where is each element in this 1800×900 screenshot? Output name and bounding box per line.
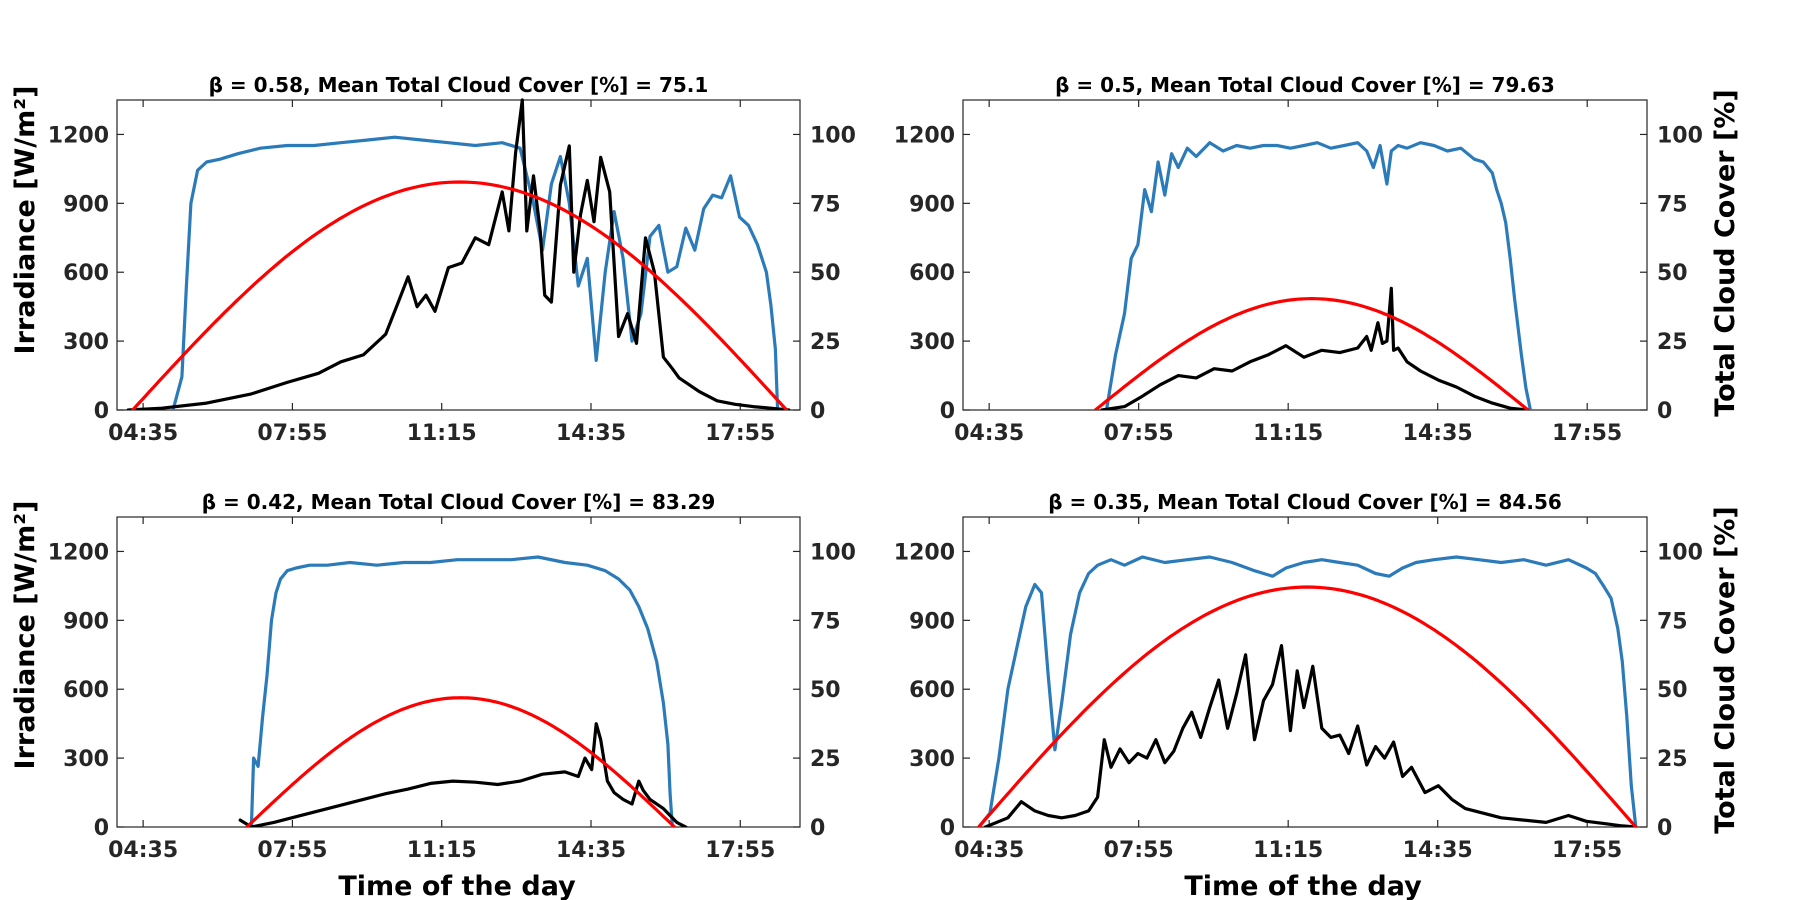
x-tick-label: 17:55 [1552, 421, 1622, 446]
y2-tick-label: 100 [810, 123, 856, 148]
x-tick-label: 17:55 [705, 838, 775, 863]
x-tick-label: 11:15 [407, 838, 477, 863]
y2-tick-label: 25 [810, 747, 841, 772]
y2-tick-label: 50 [1657, 261, 1688, 286]
x-label-left: Time of the day [338, 871, 576, 900]
x-tick-label: 07:55 [257, 838, 327, 863]
clear-sky-irradiance-line [245, 696, 677, 827]
y2-tick-label: 0 [1657, 816, 1672, 841]
x-tick-label: 04:35 [108, 838, 178, 863]
clear-sky-irradiance-line [131, 180, 789, 410]
clear-sky-irradiance-line [977, 585, 1638, 827]
y-tick-label: 600 [909, 678, 955, 703]
total-cloud-cover-line [249, 555, 674, 827]
y-tick-label: 600 [63, 678, 109, 703]
y-tick-label: 0 [940, 816, 955, 841]
y-tick-label: 300 [63, 330, 109, 355]
panel-1: β = 0.58, Mean Total Cloud Cover [%] = 7… [48, 73, 856, 446]
y-tick-label: 300 [909, 330, 955, 355]
x-tick-label: 14:35 [556, 838, 626, 863]
y-tick-label: 300 [63, 747, 109, 772]
chart-title: β = 0.35, Mean Total Cloud Cover [%] = 8… [1048, 490, 1562, 514]
axes-frame [962, 99, 1648, 411]
axes-frame [116, 516, 801, 828]
x-tick-label: 04:35 [954, 838, 1024, 863]
axes-frame [962, 516, 1648, 828]
total-cloud-cover-line [977, 555, 1638, 827]
panel-3: β = 0.42, Mean Total Cloud Cover [%] = 8… [48, 490, 856, 863]
y2-tick-label: 75 [810, 192, 841, 217]
y-tick-label: 0 [940, 399, 955, 424]
total-cloud-cover-line [171, 135, 780, 410]
clear-sky-irradiance-line [1093, 297, 1530, 410]
y-tick-label: 900 [909, 609, 955, 634]
chart-title: β = 0.5, Mean Total Cloud Cover [%] = 79… [1055, 73, 1555, 97]
y2-tick-label: 75 [1657, 609, 1688, 634]
x-tick-label: 07:55 [257, 421, 327, 446]
x-tick-label: 07:55 [1104, 838, 1174, 863]
y2-tick-label: 100 [1657, 123, 1703, 148]
total-cloud-cover-line [1104, 141, 1532, 410]
x-tick-label: 17:55 [1552, 838, 1622, 863]
y-label-left-top: Irradiance [W/m²] [10, 86, 41, 355]
series-group [126, 98, 791, 410]
measured-irradiance-line [238, 722, 688, 827]
y-tick-label: 1200 [48, 540, 109, 565]
y-label-right-bottom: Total Cloud Cover [%] [1710, 506, 1741, 833]
axes-frame [116, 99, 801, 411]
x-tick-label: 14:35 [1403, 838, 1473, 863]
y2-tick-label: 75 [810, 609, 841, 634]
x-label-right: Time of the day [1184, 871, 1422, 900]
x-tick-label: 14:35 [556, 421, 626, 446]
x-tick-label: 07:55 [1104, 421, 1174, 446]
y2-tick-label: 100 [1657, 540, 1703, 565]
measured-irradiance-line [1100, 286, 1530, 410]
chart-title: β = 0.58, Mean Total Cloud Cover [%] = 7… [209, 73, 709, 97]
x-tick-label: 11:15 [407, 421, 477, 446]
y-tick-label: 1200 [48, 123, 109, 148]
x-tick-label: 04:35 [108, 421, 178, 446]
panel-4: β = 0.35, Mean Total Cloud Cover [%] = 8… [894, 490, 1703, 863]
y-tick-label: 0 [94, 816, 109, 841]
measured-irradiance-line [983, 644, 1638, 827]
panel-2: β = 0.5, Mean Total Cloud Cover [%] = 79… [894, 73, 1703, 446]
y-tick-label: 300 [909, 747, 955, 772]
y-tick-label: 900 [909, 192, 955, 217]
series-group [1093, 141, 1532, 410]
y-tick-label: 600 [63, 261, 109, 286]
y2-tick-label: 0 [1657, 399, 1672, 424]
y2-tick-label: 100 [810, 540, 856, 565]
y-tick-label: 600 [909, 261, 955, 286]
x-tick-label: 11:15 [1253, 421, 1323, 446]
chart-title: β = 0.42, Mean Total Cloud Cover [%] = 8… [202, 490, 716, 514]
y2-tick-label: 75 [1657, 192, 1688, 217]
y-tick-label: 1200 [894, 123, 955, 148]
y2-tick-label: 0 [810, 399, 825, 424]
y-tick-label: 1200 [894, 540, 955, 565]
x-tick-label: 14:35 [1403, 421, 1473, 446]
x-tick-label: 04:35 [954, 421, 1024, 446]
y2-tick-label: 50 [1657, 678, 1688, 703]
y-tick-label: 900 [63, 192, 109, 217]
measured-irradiance-line [126, 98, 791, 410]
y-label-right-top: Total Cloud Cover [%] [1710, 89, 1741, 416]
y2-tick-label: 50 [810, 261, 841, 286]
y2-tick-label: 50 [810, 678, 841, 703]
series-group [238, 555, 688, 827]
x-tick-label: 11:15 [1253, 838, 1323, 863]
y2-tick-label: 25 [1657, 330, 1688, 355]
y-tick-label: 900 [63, 609, 109, 634]
y2-tick-label: 0 [810, 816, 825, 841]
y2-tick-label: 25 [810, 330, 841, 355]
panels: β = 0.58, Mean Total Cloud Cover [%] = 7… [48, 73, 1703, 863]
y-tick-label: 0 [94, 399, 109, 424]
x-tick-label: 17:55 [705, 421, 775, 446]
series-group [977, 555, 1638, 827]
y2-tick-label: 25 [1657, 747, 1688, 772]
y-label-left-bottom: Irradiance [W/m²] [10, 501, 41, 770]
